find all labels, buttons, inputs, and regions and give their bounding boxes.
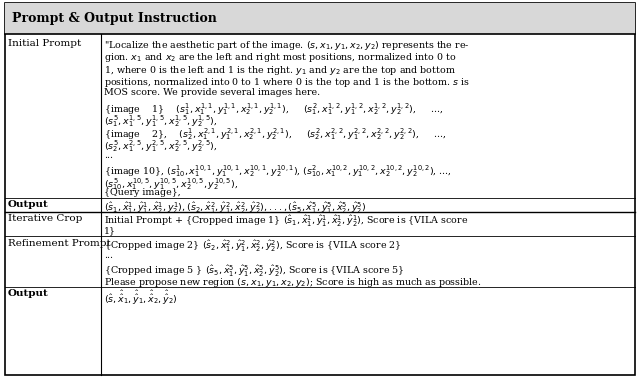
Text: $(s_1^5, x_1^{1,5}, y_1^{1,5}, x_2^{1,5}, y_2^{1,5})$,: $(s_1^5, x_1^{1,5}, y_1^{1,5}, x_2^{1,5}… [104, 113, 218, 129]
Text: Prompt & Output Instruction: Prompt & Output Instruction [12, 12, 216, 25]
Text: 1, where 0 is the left and 1 is the right. $y_1$ and $y_2$ are the top and botto: 1, where 0 is the left and 1 is the righ… [104, 64, 456, 76]
Text: {image 10}, $(s_{10}^1, x_1^{10,1}, y_1^{10,1}, x_2^{10,1}, y_2^{10,1})$, $(s_{1: {image 10}, $(s_{10}^1, x_1^{10,1}, y_1^… [104, 163, 452, 179]
Text: Output: Output [8, 289, 49, 298]
Text: {Cropped image 2} $(\hat{s}_2, \hat{x}_1^2, \hat{y}_1^2, \hat{x}_2^2, \hat{y}_2^: {Cropped image 2} $(\hat{s}_2, \hat{x}_1… [104, 239, 402, 254]
Text: $(s_{10}^5, x_1^{10,5}, y_1^{10,5}, x_2^{10,5}, y_2^{10,5})$,: $(s_{10}^5, x_1^{10,5}, y_1^{10,5}, x_2^… [104, 176, 239, 192]
Text: $(\hat{s}_1, \hat{x}_1^1, \hat{y}_1^1, \hat{x}_2^1, y_2^1),(\hat{s}_2, \hat{x}_1: $(\hat{s}_1, \hat{x}_1^1, \hat{y}_1^1, \… [104, 200, 367, 216]
Text: Please propose new region $(s, x_1, y_1, x_2, y_2)$; Score is high as much as po: Please propose new region $(s, x_1, y_1,… [104, 276, 482, 289]
Text: Iterative Crop: Iterative Crop [8, 214, 82, 223]
Text: positions, normalized into 0 to 1 where 0 is the top and 1 is the bottom. $s$ is: positions, normalized into 0 to 1 where … [104, 76, 470, 89]
Text: "Localize the aesthetic part of the image. $(s, x_1, y_1, x_2, y_2)$ represents : "Localize the aesthetic part of the imag… [104, 39, 470, 51]
Text: $(s_2^5, x_1^{2,5}, y_1^{2,5}, x_2^{2,5}, y_2^{2,5})$,: $(s_2^5, x_1^{2,5}, y_1^{2,5}, x_2^{2,5}… [104, 138, 218, 154]
Text: 1}: 1} [104, 226, 116, 235]
Text: ...: ... [104, 251, 113, 260]
Text: {Query image},: {Query image}, [104, 188, 181, 197]
Text: Refinement Prompt: Refinement Prompt [8, 239, 111, 248]
Text: ...: ... [104, 151, 113, 160]
Bar [5, 3, 635, 34]
Text: gion. $x_1$ and $x_2$ are the left and right most positions, normalized into 0 t: gion. $x_1$ and $x_2$ are the left and r… [104, 51, 457, 64]
Text: $(\hat{s}, \hat{\hat{x}}_1, \hat{\hat{y}}_1, \hat{\hat{x}}_2, \hat{\hat{y}}_2)$: $(\hat{s}, \hat{\hat{x}}_1, \hat{\hat{y}… [104, 289, 178, 307]
Text: Initial Prompt: Initial Prompt [8, 39, 81, 48]
Text: Output: Output [8, 200, 49, 209]
Text: {image    2},    $(s_2^1, x_1^{2,1}, y_1^{2,1}, x_2^{2,1}, y_2^{2,1})$,     $(s_: {image 2}, $(s_2^1, x_1^{2,1}, y_1^{2,1}… [104, 126, 447, 142]
Text: {image    1}    $(s_1^1, x_1^{1,1}, y_1^{1,1}, x_2^{1,1}, y_2^{1,1})$,     $(s_1: {image 1} $(s_1^1, x_1^{1,1}, y_1^{1,1},… [104, 101, 444, 117]
Text: MOS score. We provide several images here.: MOS score. We provide several images her… [104, 88, 321, 98]
Text: {Cropped image 5 } $(\hat{s}_5, \hat{x}_1^5, \hat{y}_1^5, \hat{x}_2^5, \hat{y}_2: {Cropped image 5 } $(\hat{s}_5, \hat{x}_… [104, 263, 405, 279]
Text: Initial Prompt + {Cropped image 1} $(\hat{s}_1, \hat{x}_1^1, \hat{y}_1^1, \hat{x: Initial Prompt + {Cropped image 1} $(\ha… [104, 214, 468, 229]
